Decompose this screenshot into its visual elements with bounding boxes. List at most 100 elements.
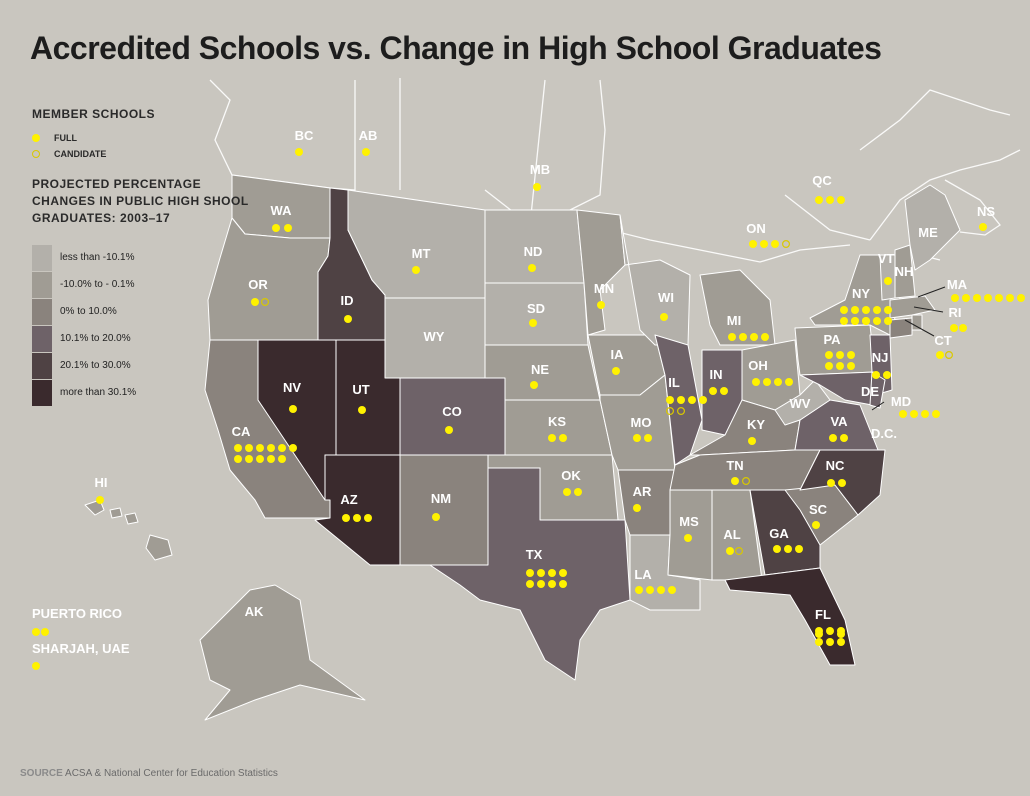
full-school-dot bbox=[847, 362, 855, 370]
region-label-il: IL bbox=[668, 375, 680, 390]
region-label-fl: FL bbox=[815, 607, 831, 622]
full-school-dot bbox=[951, 294, 959, 302]
full-school-dot bbox=[41, 628, 49, 636]
full-school-dot bbox=[289, 444, 297, 452]
scale-swatch bbox=[32, 379, 52, 406]
full-school-dot bbox=[959, 324, 967, 332]
region-label-oh: OH bbox=[748, 358, 768, 373]
full-school-dot bbox=[836, 351, 844, 359]
region-label-tx: TX bbox=[526, 547, 543, 562]
legend-candidate-label: CANDIDATE bbox=[54, 149, 107, 159]
region-label-ok: OK bbox=[561, 468, 581, 483]
region-label-ma: MA bbox=[947, 277, 968, 292]
region-label-ut: UT bbox=[352, 382, 369, 397]
full-school-dot bbox=[267, 444, 275, 452]
full-school-dot bbox=[837, 638, 845, 646]
full-school-dot bbox=[612, 367, 620, 375]
full-school-dot bbox=[278, 444, 286, 452]
candidate-school-dot bbox=[734, 546, 743, 555]
candidate-school-dot bbox=[944, 351, 953, 360]
full-school-dot bbox=[826, 627, 834, 635]
region-label-wi: WI bbox=[658, 290, 674, 305]
full-school-dot bbox=[548, 580, 556, 588]
state-shapes bbox=[84, 174, 961, 721]
full-school-dot bbox=[872, 371, 880, 379]
full-school-dot bbox=[284, 224, 292, 232]
legend-full-label: FULL bbox=[54, 133, 77, 143]
full-school-dot bbox=[362, 148, 370, 156]
state-ak-shape bbox=[199, 584, 366, 721]
full-school-dot bbox=[559, 434, 567, 442]
full-school-dot bbox=[827, 479, 835, 487]
full-school-dot bbox=[910, 410, 918, 418]
full-school-dot bbox=[815, 638, 823, 646]
full-school-dot bbox=[921, 410, 929, 418]
state-labels: WA OR CA NV ID MT WY UT AZ CO NM ND SD NE KS OK TX MN IA MO… bbox=[95, 128, 996, 622]
region-label-ri: RI bbox=[949, 305, 962, 320]
source-label: SOURCE bbox=[20, 768, 63, 779]
full-school-dot bbox=[726, 547, 734, 555]
region-label-ak: AK bbox=[245, 604, 264, 619]
puerto-rico-label: PUERTO RICO bbox=[32, 606, 123, 621]
region-label-al: AL bbox=[723, 527, 740, 542]
region-label-vt: VT bbox=[878, 251, 895, 266]
full-school-dot bbox=[979, 223, 987, 231]
full-school-dot bbox=[267, 455, 275, 463]
scale-swatch bbox=[32, 244, 52, 271]
full-school-dot bbox=[635, 586, 643, 594]
region-label-mt: MT bbox=[412, 246, 431, 261]
scale-row: 10.1% to 20.0% bbox=[32, 325, 136, 352]
region-label-ab: AB bbox=[359, 128, 378, 143]
region-label-ny: NY bbox=[852, 286, 870, 301]
state-hi-island-shape bbox=[145, 534, 173, 561]
full-school-dot bbox=[537, 569, 545, 577]
full-school-dot bbox=[851, 317, 859, 325]
page-title: Accredited Schools vs. Change in High Sc… bbox=[30, 30, 882, 66]
full-school-dot bbox=[862, 317, 870, 325]
scale-heading-line: PROJECTED PERCENTAGE bbox=[32, 177, 202, 191]
region-label-mn: MN bbox=[594, 281, 614, 296]
full-school-dot bbox=[432, 513, 440, 521]
region-label-de: DE bbox=[861, 384, 879, 399]
full-school-dot bbox=[342, 514, 350, 522]
full-school-dot bbox=[837, 196, 845, 204]
scale-label: 0% to 10.0% bbox=[60, 306, 117, 317]
region-label-wv: WV bbox=[790, 396, 811, 411]
full-school-dot bbox=[750, 333, 758, 341]
region-label-ia: IA bbox=[611, 347, 625, 362]
full-school-dot bbox=[412, 266, 420, 274]
full-school-dot bbox=[1017, 294, 1025, 302]
region-label-me: ME bbox=[918, 225, 938, 240]
region-label-qc: QC bbox=[812, 173, 832, 188]
full-school-dot bbox=[995, 294, 1003, 302]
full-school-dot bbox=[699, 396, 707, 404]
full-school-dot bbox=[684, 534, 692, 542]
scale-swatch bbox=[32, 298, 52, 325]
region-label-md: MD bbox=[891, 394, 911, 409]
full-school-dot bbox=[815, 630, 823, 638]
region-label-ca: CA bbox=[232, 424, 251, 439]
full-school-dot bbox=[836, 362, 844, 370]
scale-label: more than 30.1% bbox=[60, 387, 137, 398]
full-school-dot bbox=[749, 240, 757, 248]
region-label-in: IN bbox=[710, 367, 723, 382]
full-school-dot bbox=[559, 580, 567, 588]
state-ma-shape bbox=[889, 295, 936, 319]
full-school-dot bbox=[773, 545, 781, 553]
member-schools-heading: MEMBER SCHOOLS bbox=[32, 107, 156, 121]
full-school-dot bbox=[234, 455, 242, 463]
full-school-dot bbox=[720, 387, 728, 395]
full-school-dot bbox=[962, 294, 970, 302]
region-label-ks: KS bbox=[548, 414, 566, 429]
state-ri-shape bbox=[911, 314, 923, 331]
full-school-dot bbox=[825, 362, 833, 370]
full-school-dot bbox=[526, 580, 534, 588]
full-school-dot bbox=[668, 586, 676, 594]
sharjah-uae-label: SHARJAH, UAE bbox=[32, 641, 130, 656]
state-wi-shape bbox=[619, 214, 691, 346]
full-school-dot bbox=[826, 196, 834, 204]
full-school-dot bbox=[884, 306, 892, 314]
full-school-dot bbox=[950, 324, 958, 332]
full-school-dot bbox=[748, 437, 756, 445]
region-label-ne: NE bbox=[531, 362, 549, 377]
